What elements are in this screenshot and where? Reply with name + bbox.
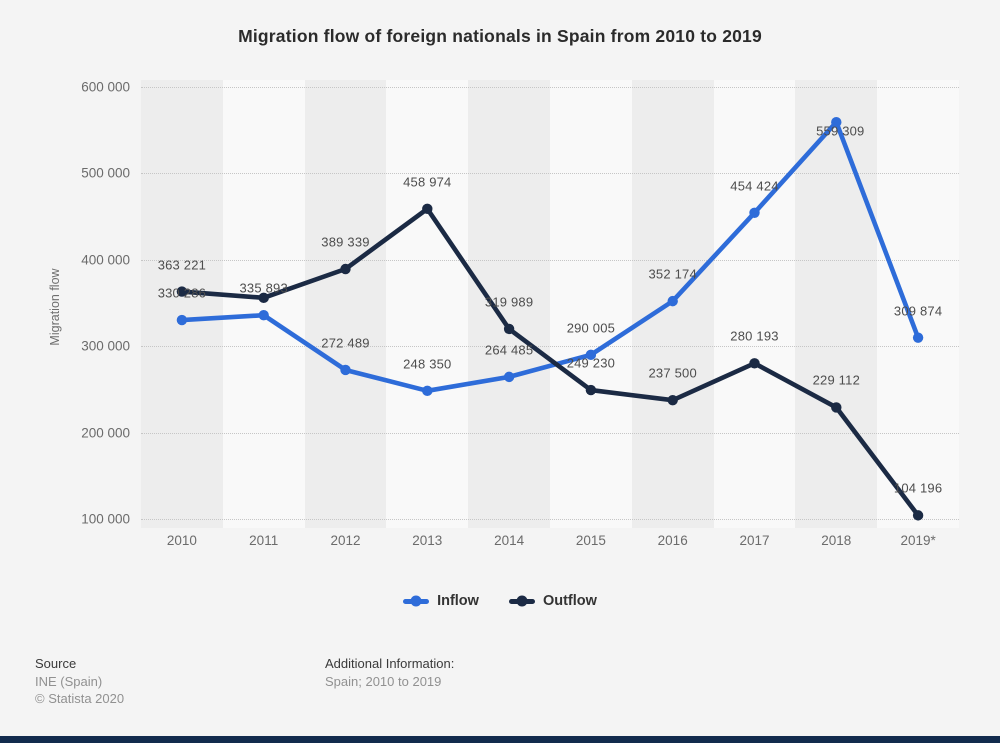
gridline-100000 <box>141 519 959 520</box>
x-tick-label-2016: 2016 <box>657 533 688 548</box>
outflow-value-label-2016: 237 500 <box>648 365 697 381</box>
background-band-2010 <box>141 80 223 528</box>
outflow-line-marker-icon <box>508 598 535 604</box>
background-band-2016 <box>631 80 714 528</box>
x-tick-label-2019*: 2019* <box>900 533 936 548</box>
background-band-2015 <box>550 80 632 528</box>
gridline-400000 <box>141 259 959 261</box>
y-tick-label: 400 000 <box>81 252 130 268</box>
y-tick-label: 500 000 <box>81 165 130 181</box>
gridline-500000 <box>141 173 959 175</box>
outflow-value-label-2013: 458 974 <box>403 174 452 190</box>
x-tick-label-2013: 2013 <box>412 533 443 548</box>
x-tick-label-2012: 2012 <box>330 533 361 548</box>
outflow-value-label-2019*: 104 196 <box>893 480 943 496</box>
legend-label-outflow: Outflow <box>542 593 597 609</box>
gridline-200000 <box>141 432 959 434</box>
legend-label-inflow: Inflow <box>437 593 479 609</box>
gridline-600000 <box>141 87 959 88</box>
inflow-value-label-2014: 264 485 <box>484 342 534 358</box>
inflow-value-label-2015: 290 005 <box>566 320 616 336</box>
outflow-value-label-2014: 319 989 <box>484 294 534 310</box>
inflow-value-label-2012: 272 489 <box>321 335 370 351</box>
inflow-value-label-2018: 559 309 <box>816 123 865 139</box>
y-tick-label: 100 000 <box>81 511 130 527</box>
source-name: INE (Spain) <box>35 674 103 689</box>
x-tick-label-2018: 2018 <box>821 533 852 548</box>
background-band-2017 <box>713 80 796 528</box>
inflow-line-marker-icon <box>403 598 430 604</box>
y-tick-label: 300 000 <box>81 338 130 354</box>
background-band-2012 <box>304 80 387 528</box>
inflow-value-label-2013: 248 350 <box>403 356 452 372</box>
outflow-value-label-2010: 363 221 <box>157 257 207 273</box>
legend-item-outflow[interactable]: Outflow <box>508 593 597 609</box>
inflow-value-label-2016: 352 174 <box>648 266 697 282</box>
source-block: Source INE (Spain) © Statista 2020 <box>35 655 124 707</box>
legend: Inflow Outflow <box>0 593 1000 609</box>
additional-info-label: Additional Information: <box>325 656 455 671</box>
x-tick-label-2015: 2015 <box>575 533 606 548</box>
source-label: Source <box>35 656 77 671</box>
outflow-value-label-2017: 280 193 <box>730 328 779 344</box>
x-tick-label-2014: 2014 <box>494 533 525 548</box>
additional-info-value: Spain; 2010 to 2019 <box>325 674 442 689</box>
background-band-2011 <box>222 80 305 528</box>
inflow-value-label-2010: 330 286 <box>157 285 207 301</box>
inflow-value-label-2019*: 309 874 <box>893 303 943 319</box>
statista-brand-bar <box>0 736 1000 743</box>
gridline-300000 <box>141 346 959 348</box>
inflow-value-label-2011: 335 893 <box>239 280 288 296</box>
y-axis-title: Migration flow <box>48 268 62 346</box>
additional-info-block: Additional Information: Spain; 2010 to 2… <box>325 655 454 690</box>
y-tick-label: 600 000 <box>81 79 130 95</box>
chart-title: Migration flow of foreign nationals in S… <box>238 26 762 46</box>
x-tick-label-2010: 2010 <box>166 533 197 548</box>
copyright: © Statista 2020 <box>35 691 125 706</box>
background-band-2018 <box>795 80 878 528</box>
outflow-value-label-2015: 249 230 <box>566 355 616 371</box>
inflow-value-label-2017: 454 424 <box>730 178 779 194</box>
legend-item-inflow[interactable]: Inflow <box>403 593 479 609</box>
outflow-value-label-2018: 229 112 <box>812 372 861 388</box>
x-tick-label-2011: 2011 <box>249 533 279 548</box>
y-tick-label: 200 000 <box>81 425 130 441</box>
outflow-value-label-2012: 389 339 <box>321 234 370 250</box>
x-tick-label-2017: 2017 <box>739 533 770 548</box>
background-band-2013 <box>386 80 469 528</box>
